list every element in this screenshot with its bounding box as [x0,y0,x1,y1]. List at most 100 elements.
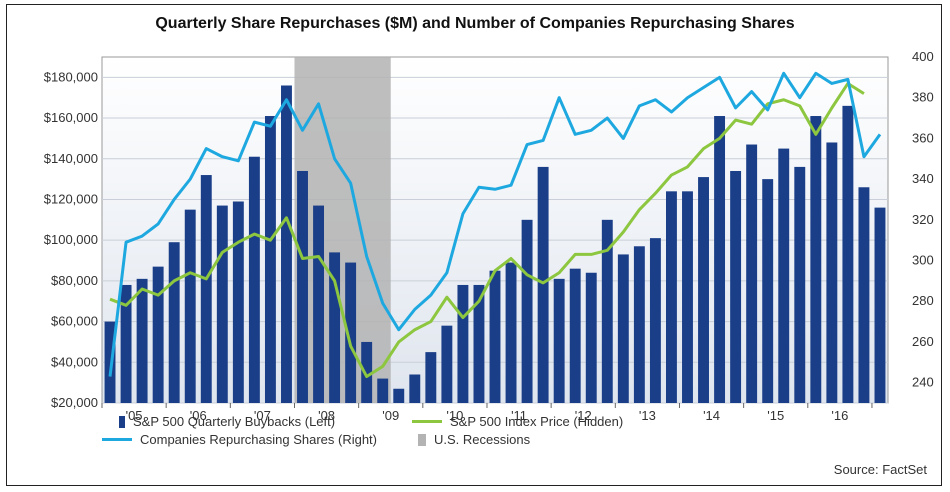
buyback-bar [425,352,437,403]
buyback-bar [874,207,886,403]
buyback-bar [248,156,260,403]
x-tick-label: '10 [446,408,463,423]
legend-label-companies: Companies Repurchasing Shares (Right) [140,432,378,447]
bar-series-group [104,85,886,404]
x-tick-label: '12 [575,408,592,423]
buyback-bar [794,166,806,403]
buyback-bar [329,252,341,403]
buyback-bar [345,262,357,403]
recession-band [294,57,391,403]
buyback-bar [585,272,597,403]
buyback-bar [569,268,581,403]
buyback-bar [120,284,132,403]
y-right-ticks: 240 260 280 300 320 340 360 380 400 [912,49,934,390]
y-left-tick-label: $40,000 [51,354,98,369]
y-left-tick-label: $60,000 [51,314,98,329]
buyback-bar [152,266,164,403]
y-right-tick-label: 340 [912,171,934,186]
buyback-bar [264,116,276,403]
y-right-tick-label: 400 [912,49,934,64]
buyback-bar [521,219,533,403]
x-tick-label: '09 [382,408,399,423]
legend-item-recessions: U.S. Recessions [418,432,530,447]
buyback-bar [714,116,726,403]
buyback-bar [826,142,838,403]
legend-label-recessions: U.S. Recessions [434,432,531,447]
chart-title: Quarterly Share Repurchases ($M) and Num… [155,15,795,32]
buyback-bar [361,341,373,403]
buyback-bar [473,284,485,403]
buyback-bar [136,278,148,403]
legend-green-line-symbol [412,420,442,423]
buyback-bar [297,170,308,403]
buyback-bar [216,205,228,403]
x-tick-label: '08 [318,408,335,423]
y-left-tick-label: $120,000 [44,191,98,206]
buyback-bar [104,321,116,403]
legend-recession-symbol [418,433,426,446]
y-right-tick-label: 320 [912,212,934,227]
buyback-bar [537,166,549,403]
y-left-tick-label: $180,000 [44,69,98,84]
y-right-tick-label: 240 [912,375,934,390]
buyback-bar [810,116,822,403]
buyback-bar [682,191,693,403]
y-left-tick-label: $140,000 [44,151,98,166]
legend-label-buybacks: S&P 500 Quarterly Buybacks (Left) [133,414,336,429]
buyback-bar [184,209,196,403]
buyback-bar [601,219,613,403]
buyback-bar [698,177,709,403]
chart-svg: $20,000 $40,000 $60,000 $80,000 $100,000 $120… [44,49,934,423]
x-tick-label: '13 [639,408,656,423]
legend-item-index-price: S&P 500 Index Price (Hidden) [412,414,623,429]
buyback-bar [665,191,677,403]
buyback-bar [457,284,469,403]
x-tick-label: '11 [511,408,527,423]
legend-item-companies: Companies Repurchasing Shares (Right) [102,432,377,447]
recession-shading-group [294,57,391,403]
buyback-bar [505,262,517,403]
buyback-bar [762,179,774,403]
buyback-bar [168,242,180,403]
x-tick-label: '14 [703,408,720,423]
buyback-bar [842,105,854,404]
buyback-bar [553,278,565,403]
buyback-bar [633,246,645,403]
y-right-tick-label: 280 [912,293,934,308]
y-right-tick-label: 360 [912,130,934,145]
buyback-bar [200,175,212,403]
y-left-tick-label: $100,000 [44,232,98,247]
y-right-tick-label: 260 [912,334,934,349]
legend-bar-symbol [119,415,125,428]
buyback-bar [746,144,758,404]
line-series-group [108,71,882,379]
x-tick-label: '07 [254,408,271,423]
legend-blue-line-symbol [102,438,132,441]
y-left-tick-label: $160,000 [44,110,98,125]
buyback-bar [730,170,742,403]
source-note: Source: FactSet [833,462,927,477]
buyback-bar [281,85,292,404]
index-price-line [109,81,865,379]
buyback-bar [489,270,501,403]
x-tick-label: '15 [767,408,784,423]
x-tick-label: '16 [831,408,848,423]
buyback-bar [858,187,870,403]
buyback-bar [649,238,661,403]
x-axis-ticks: '05 '06 '07 '08 '09 '10 '11 '12 '13 '14 '15 '16 [101,403,873,423]
buyback-bar [232,201,244,403]
y-left-tick-label: $80,000 [51,273,98,288]
buyback-bar [441,325,453,403]
buyback-bar [409,374,421,403]
x-tick-label: '06 [190,408,207,423]
legend-item-buybacks: S&P 500 Quarterly Buybacks (Left) [119,414,335,429]
companies-repurchasing-line [108,71,882,377]
buyback-bar [778,148,790,403]
buyback-bar [393,388,405,403]
legend-label-index-price: S&P 500 Index Price (Hidden) [450,414,624,429]
y-right-tick-label: 300 [912,253,934,268]
buyback-bar [313,205,325,403]
x-tick-label: '05 [126,408,143,423]
y-left-ticks: $20,000 $40,000 $60,000 $80,000 $100,000 $120… [44,69,98,410]
chart-frame: Quarterly Share Repurchases ($M) and Num… [6,4,942,486]
